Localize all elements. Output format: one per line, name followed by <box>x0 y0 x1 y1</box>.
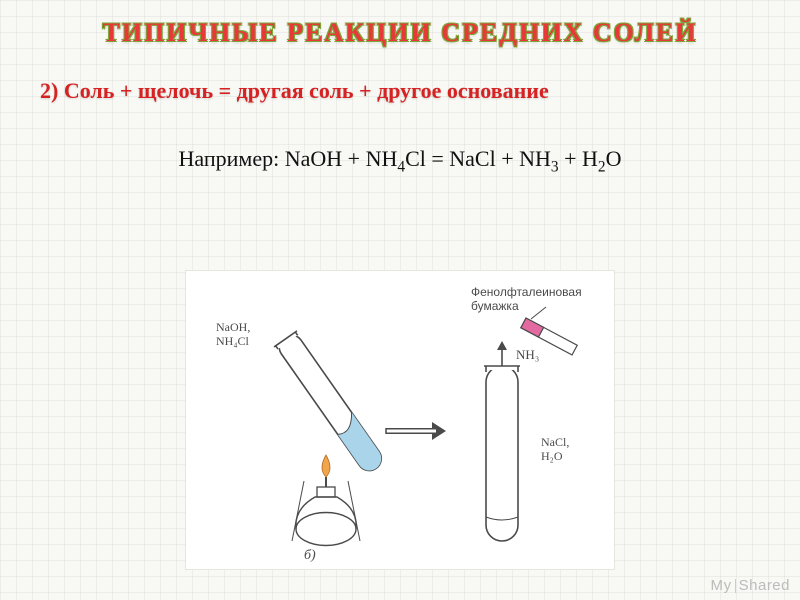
reaction-type: 2) Соль + щелочь = другая соль + другое … <box>40 78 760 104</box>
diagram-svg: NaOH,NH₄Cl Фенолфталеиноваябумажка NH₃ NaCl… <box>186 271 616 571</box>
example-prefix: Например: <box>179 146 285 171</box>
svg-text:NH₃: NH₃ <box>516 347 539 362</box>
experiment-diagram: NaOH,NH₄Cl Фенолфталеиноваябумажка NH₃ NaCl… <box>185 270 615 570</box>
brand-left: Му <box>710 577 731 594</box>
svg-text:NaOH,NH₄Cl: NaOH,NH₄Cl <box>216 320 250 348</box>
example-equation: Например: NaOH + NH4Cl = NaCl + NH3 + H2… <box>40 146 760 176</box>
branding-footer: Му Shared <box>710 577 790 594</box>
brand-separator <box>735 579 736 593</box>
svg-text:Фенолфталеиноваябумажка: Фенолфталеиноваябумажка <box>471 285 582 313</box>
brand-right: Shared <box>739 577 790 594</box>
svg-text:NaCl,H₂O: NaCl,H₂O <box>541 435 569 463</box>
slide-title: ТИПИЧНЫЕ РЕАКЦИИ СРЕДНИХ СОЛЕЙ <box>40 18 760 48</box>
chemical-equation: NaOH + NH4Cl = NaCl + NH3 + H2O <box>285 146 622 171</box>
svg-text:б): б) <box>304 548 316 563</box>
